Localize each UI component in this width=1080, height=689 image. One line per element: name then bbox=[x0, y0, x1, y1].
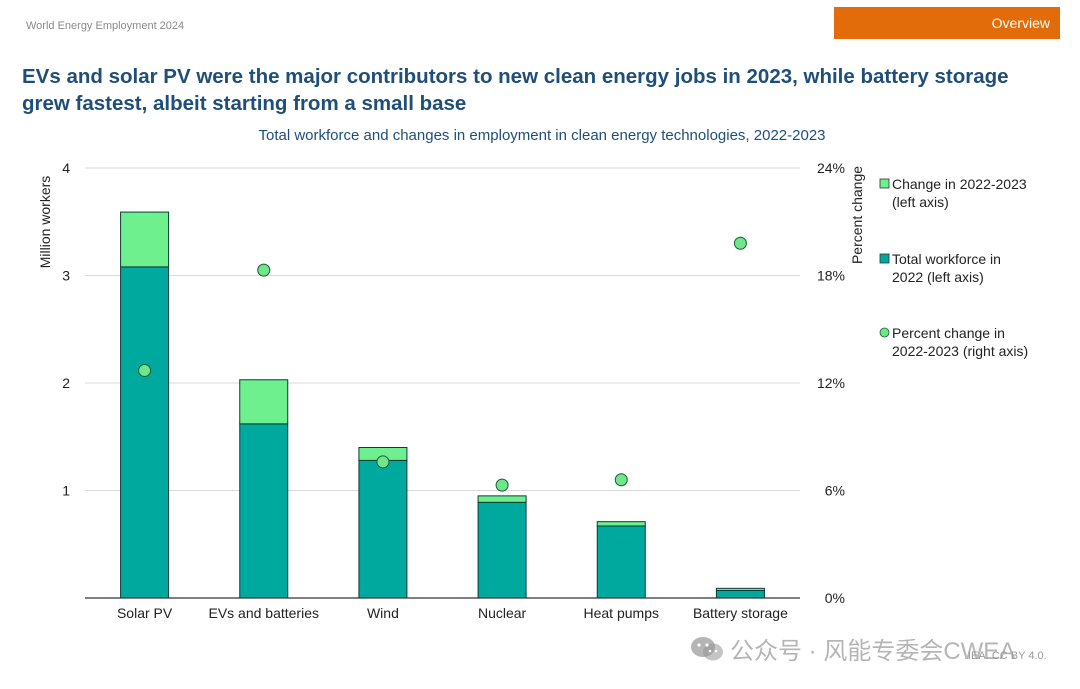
percent-marker bbox=[138, 363, 152, 377]
legend-swatch bbox=[879, 178, 890, 189]
percent-marker bbox=[495, 478, 509, 492]
y-tick-label: 1 bbox=[62, 483, 70, 499]
y-axis-title: Million workers bbox=[37, 176, 53, 269]
percent-marker bbox=[376, 455, 390, 469]
y2-tick-label: 12% bbox=[817, 375, 845, 391]
bars bbox=[120, 211, 765, 599]
category-label: EVs and batteries bbox=[208, 605, 319, 621]
legend-label: Percent change in bbox=[892, 325, 1005, 341]
percent-marker bbox=[733, 236, 747, 250]
category-label: Solar PV bbox=[117, 605, 173, 621]
chart-subtitle: Total workforce and changes in employmen… bbox=[258, 127, 826, 144]
percent-marker bbox=[257, 263, 271, 277]
y2-tick-label: 6% bbox=[825, 483, 845, 499]
bar-total-workforce bbox=[596, 525, 646, 599]
category-label: Heat pumps bbox=[584, 605, 659, 621]
y2-tick-label: 18% bbox=[817, 268, 845, 284]
bar-change bbox=[477, 495, 527, 503]
watermark-text: 公众号 · 风能专委会CWEA bbox=[730, 638, 1016, 665]
bar-total-workforce bbox=[358, 459, 408, 599]
axes: Solar PV EVs and batteries Wind Nuclear Heat… bbox=[37, 160, 865, 621]
report-name: World Energy Employment 2024 bbox=[26, 20, 185, 32]
grid-lines bbox=[85, 167, 800, 491]
bar-change bbox=[120, 211, 170, 268]
y2-axis-title: Percent change bbox=[849, 166, 865, 264]
bar-total-workforce bbox=[239, 423, 289, 599]
watermark: 公众号 · 风能专委会CWEA bbox=[690, 631, 1015, 666]
y-tick-label: 3 bbox=[62, 268, 70, 284]
legend-label: 2022 (left axis) bbox=[892, 269, 984, 285]
percent-marker bbox=[614, 473, 628, 487]
y2-tick-label: 24% bbox=[817, 160, 845, 176]
overview-tab[interactable]: Overview bbox=[834, 7, 1060, 39]
bar-change bbox=[715, 587, 765, 591]
bar-change bbox=[596, 521, 646, 527]
legend-label: Total workforce in bbox=[892, 251, 1001, 267]
bar-total-workforce bbox=[120, 266, 170, 599]
chart-title: EVs and solar PV were the major contribu… bbox=[22, 65, 1009, 115]
legend-swatch bbox=[879, 327, 890, 338]
y-tick-label: 4 bbox=[62, 160, 70, 176]
percent-markers bbox=[138, 236, 747, 492]
bar-change bbox=[239, 379, 289, 425]
category-label: Wind bbox=[367, 605, 399, 621]
legend-label: 2022-2023 (right axis) bbox=[892, 343, 1028, 359]
bar-total-workforce bbox=[715, 589, 765, 599]
y-tick-label: 2 bbox=[62, 375, 70, 391]
legend-label: (left axis) bbox=[892, 194, 949, 210]
category-label: Battery storage bbox=[693, 605, 788, 621]
y2-tick-label: 0% bbox=[825, 590, 845, 606]
wechat-icon bbox=[691, 636, 723, 660]
bar-total-workforce bbox=[477, 501, 527, 599]
credit: IEA. CC BY 4.0. bbox=[968, 650, 1047, 662]
legend-swatch bbox=[879, 253, 890, 264]
category-label: Nuclear bbox=[478, 605, 527, 621]
legend: Change in 2022-2023 (left axis) Total work… bbox=[879, 176, 1028, 359]
legend-label: Change in 2022-2023 bbox=[892, 176, 1027, 192]
